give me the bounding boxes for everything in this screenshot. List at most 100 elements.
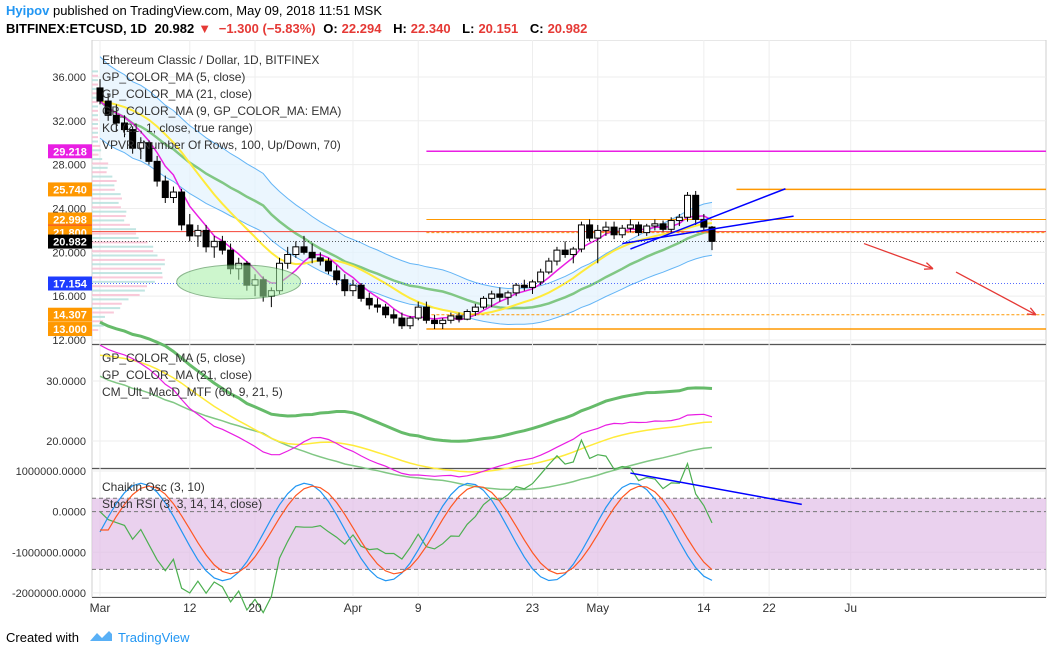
vpvr-bar [92, 171, 107, 174]
price-tick-label: 12.000 [52, 335, 86, 347]
candle-body [643, 225, 651, 234]
candle-body [112, 114, 120, 124]
candle-body [300, 246, 308, 253]
legends-layer: Ethereum Classic / Dollar, 1D, BITFINEX G… [102, 53, 341, 511]
high-label: H: [393, 21, 407, 36]
candle-body [504, 292, 512, 298]
vpvr-bar [92, 140, 98, 143]
tradingview-logo-icon[interactable] [88, 628, 114, 644]
candle-body [651, 223, 659, 227]
axes-layer: Mar 12 20 Apr 9 23 May 14 22 Ju 36.000 32.000 28.000… [12, 72, 857, 615]
candle-body [610, 226, 618, 236]
candle-body [586, 224, 594, 239]
candle-body [708, 226, 716, 242]
vpvr-bar [92, 267, 162, 270]
vpvr-bar [92, 79, 98, 82]
candle-body [553, 249, 561, 262]
keltner-upper [99, 56, 713, 290]
vpvr-bar [92, 149, 102, 152]
candle-body [202, 229, 210, 248]
vpvr-bar [92, 70, 98, 73]
candle-body [96, 87, 104, 102]
candle-body [357, 284, 365, 299]
low-value: 20.151 [478, 21, 519, 36]
candle-body [145, 142, 153, 162]
price-tag-label: 20.982 [53, 237, 87, 249]
vpvr-bar [92, 320, 104, 323]
trendline-lower [622, 215, 794, 245]
candle-body [577, 224, 585, 250]
ma21-line [99, 100, 713, 310]
candle-body [349, 284, 357, 292]
candle-body [675, 216, 683, 222]
mid-ema9 [99, 354, 713, 473]
price-tag-label: 14.307 [53, 310, 87, 322]
candle-body [496, 293, 504, 298]
price-tick-label: 20.000 [52, 247, 86, 259]
vpvr-bar [92, 254, 158, 257]
price-tag [48, 182, 92, 197]
time-tick-label: 9 [415, 601, 422, 615]
open-label: O: [323, 21, 338, 36]
candle-body [528, 281, 536, 288]
projection-arrow [955, 271, 1037, 316]
mid-macd-line [99, 320, 713, 443]
vpvr-bar [92, 206, 121, 209]
main-legend-item: GP_COLOR_MA (21, close) [102, 87, 252, 101]
vpvr-bar [92, 263, 165, 266]
chart-overlays [92, 56, 1046, 614]
candle-body [561, 249, 569, 256]
projection-arrow-head [1026, 307, 1037, 316]
price-tick-label: 36.000 [52, 72, 86, 84]
vpvr-bar [92, 175, 113, 178]
candle-body [292, 246, 300, 256]
candle-body [422, 306, 430, 321]
candle-body [169, 191, 177, 199]
candle-body [659, 223, 667, 230]
main-legend-item: VPVR (Number Of Rows, 100, Up/Down, 70) [102, 138, 341, 152]
tradingview-link[interactable]: TradingView [118, 630, 190, 645]
vpvr-bar [92, 127, 98, 130]
mid-ma5 [99, 344, 713, 478]
chart-title: Ethereum Classic / Dollar, 1D, BITFINEX [102, 53, 319, 67]
candle-body [537, 271, 545, 283]
created-with-label: Created with [6, 630, 79, 645]
time-tick-label: Mar [90, 601, 111, 615]
time-tick-label: Ju [844, 601, 857, 615]
author-link[interactable]: Hyipov [6, 3, 50, 18]
vpvr-bar [92, 188, 115, 191]
time-tick-label: 23 [526, 601, 540, 615]
osc-tick-label: 1000000.0000 [16, 466, 86, 478]
vpvr-bar [92, 74, 98, 77]
price-tag-label: 29.218 [53, 146, 87, 158]
candle-body [626, 224, 634, 229]
main-legend-item: GP_COLOR_MA (9, GP_COLOR_MA: EMA) [102, 104, 341, 118]
vpvr-bar [92, 118, 98, 121]
price-tick-label: 32.000 [52, 116, 86, 128]
candle-body [447, 315, 455, 321]
vpvr-bar [92, 122, 98, 125]
vpvr-bar [92, 219, 125, 222]
projection-arrow [863, 242, 934, 270]
candle-body [692, 194, 700, 220]
candle-body [316, 257, 324, 262]
last-price: 20.982 [154, 21, 195, 36]
candle-body [218, 240, 226, 251]
vpvr-bar [92, 298, 129, 301]
vpvr-bar [92, 223, 130, 226]
candle-body [390, 314, 398, 319]
candle-body [602, 226, 610, 231]
candle-body [471, 306, 479, 313]
projection-arrow-head [923, 262, 934, 270]
keltner-lower [99, 137, 713, 326]
price-tag [48, 212, 92, 227]
stoch-band [92, 498, 1046, 570]
chart-canvas[interactable]: Mar 12 20 Apr 9 23 May 14 22 Ju 36.000 32.000 28.000… [0, 40, 1053, 620]
candle-body [324, 260, 332, 272]
vpvr-bar [92, 215, 126, 218]
candle-body [569, 248, 577, 256]
vpvr-bar [92, 101, 98, 104]
macd-tick-label: 30.0000 [46, 376, 86, 388]
vpvr-bar [92, 184, 115, 187]
vpvr-bar [92, 315, 105, 318]
